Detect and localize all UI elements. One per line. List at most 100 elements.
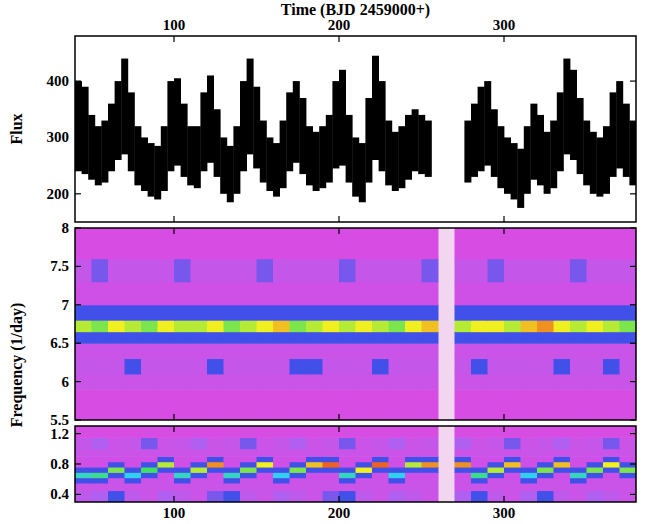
heat-cell xyxy=(554,374,571,390)
heat-cell xyxy=(356,478,373,484)
heat-cell xyxy=(372,389,389,420)
heat-cell xyxy=(405,320,422,332)
y-tick-label: 400 xyxy=(47,73,70,89)
heat-cell xyxy=(174,462,191,468)
heat-cell xyxy=(158,259,175,283)
heat-cell xyxy=(488,374,505,390)
heat-cell xyxy=(191,437,208,449)
heat-cell xyxy=(603,343,620,359)
heat-cell xyxy=(323,343,340,359)
heat-cell xyxy=(290,282,307,306)
heat-cell xyxy=(75,374,92,390)
heat-cell xyxy=(603,426,620,438)
heat-cell xyxy=(372,462,389,468)
heat-cell xyxy=(603,449,620,457)
heat-cell xyxy=(323,259,340,283)
heat-cell xyxy=(273,359,290,375)
heat-cell xyxy=(422,259,439,283)
heat-cell xyxy=(108,343,125,359)
heat-cell xyxy=(554,305,571,321)
flux-range xyxy=(121,59,128,155)
heat-cell xyxy=(339,478,356,484)
heat-cell xyxy=(224,374,241,390)
heat-cell xyxy=(141,437,158,449)
heat-cell xyxy=(389,462,406,468)
heat-cell xyxy=(488,359,505,375)
heat-cell xyxy=(75,305,92,321)
heat-cell xyxy=(356,483,373,491)
heat-cell xyxy=(471,305,488,321)
heat-cell xyxy=(92,282,109,306)
heat-cell xyxy=(108,483,125,491)
heat-cell xyxy=(554,437,571,449)
heat-cell xyxy=(537,374,554,390)
heat-cell xyxy=(356,320,373,332)
heat-cell xyxy=(504,456,521,462)
heat-cell xyxy=(356,389,373,420)
heat-cell xyxy=(471,491,488,502)
heat-cell xyxy=(323,359,340,375)
heat-cell xyxy=(174,305,191,321)
heat-cell xyxy=(174,456,191,462)
heat-cell xyxy=(488,259,505,283)
heat-cell xyxy=(356,259,373,283)
heat-cell xyxy=(570,449,587,457)
heat-cell xyxy=(207,389,224,420)
heat-cell xyxy=(92,437,109,449)
heat-cell xyxy=(356,491,373,502)
heat-cell xyxy=(306,228,323,259)
heat-cell xyxy=(75,449,92,457)
heat-cell xyxy=(603,332,620,344)
plot-bg xyxy=(75,426,636,502)
y-tick-label: 1.2 xyxy=(50,426,69,442)
heat-cell xyxy=(471,472,488,478)
heat-cell xyxy=(141,320,158,332)
heat-cell xyxy=(554,462,571,468)
y-tick xyxy=(630,304,636,305)
heat-cell xyxy=(620,374,637,390)
heat-cell xyxy=(92,491,109,502)
flux-range xyxy=(346,115,353,183)
heat-cell xyxy=(257,305,274,321)
y-tick xyxy=(75,266,81,267)
flux-range xyxy=(313,132,320,191)
heat-cell xyxy=(323,305,340,321)
heat-cell xyxy=(620,228,637,259)
heat-cell xyxy=(603,456,620,462)
heat-cell xyxy=(521,472,538,478)
heat-cell xyxy=(620,472,637,478)
heat-cell xyxy=(422,437,439,449)
heat-cell xyxy=(389,228,406,259)
heat-cell xyxy=(471,456,488,462)
heat-cell xyxy=(207,228,224,259)
heat-cell xyxy=(455,437,472,449)
heat-cell xyxy=(587,359,604,375)
heat-cell xyxy=(141,389,158,420)
heat-cell xyxy=(158,467,175,473)
heat-cell xyxy=(405,483,422,491)
heat-cell xyxy=(75,462,92,468)
heat-cell xyxy=(224,389,241,420)
heat-cell xyxy=(174,259,191,283)
heat-cell xyxy=(191,228,208,259)
flux-range xyxy=(425,121,432,177)
figure: 100200300200300400Time (BJD 2459000+)Flu… xyxy=(0,0,648,524)
heat-cell xyxy=(125,437,142,449)
heat-cell xyxy=(603,320,620,332)
heat-cell xyxy=(389,437,406,449)
flux-range xyxy=(557,92,564,171)
heat-cell xyxy=(422,343,439,359)
heat-cell xyxy=(323,282,340,306)
heat-cell xyxy=(587,259,604,283)
heat-cell xyxy=(389,374,406,390)
heat-cell xyxy=(92,456,109,462)
heat-cell xyxy=(323,437,340,449)
heat-cell xyxy=(587,483,604,491)
heat-cell xyxy=(389,491,406,502)
heat-cell xyxy=(240,228,257,259)
heat-cell xyxy=(471,320,488,332)
heat-cell xyxy=(240,449,257,457)
heat-cell xyxy=(455,467,472,473)
flux-range xyxy=(517,149,524,208)
heat-cell xyxy=(455,332,472,344)
